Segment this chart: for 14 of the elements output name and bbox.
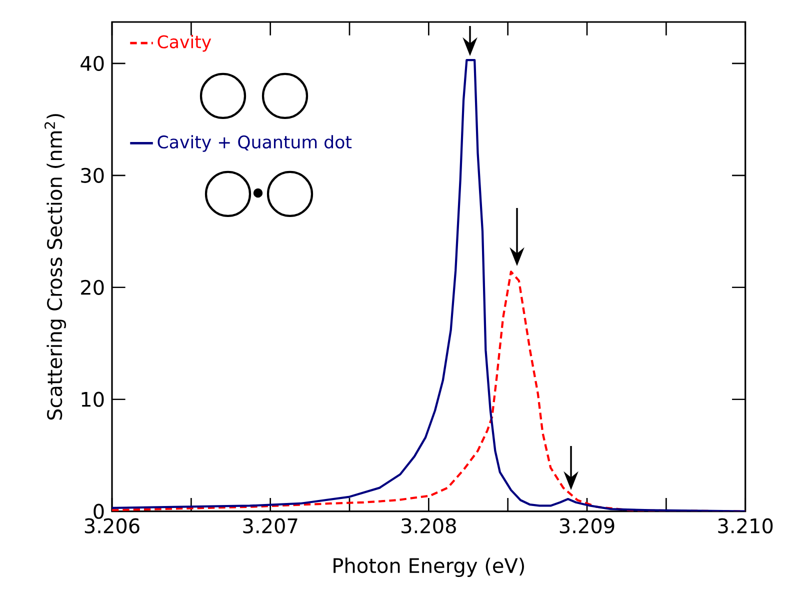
y-tick-label: 20 bbox=[81, 280, 104, 295]
y-tick-label: 40 bbox=[80, 56, 104, 71]
y-axis-title: Scattering Cross Section (nm$^{2}$) bbox=[44, 114, 66, 420]
y-tick-label: 0 bbox=[94, 504, 104, 519]
x-tick-label: 3.206 bbox=[84, 518, 140, 534]
y-tick-label: 30 bbox=[81, 168, 104, 183]
x-tick-label: 3.210 bbox=[718, 518, 773, 534]
y-tick-label: 10 bbox=[82, 392, 104, 407]
legend-label: Cavity + Quantum dot bbox=[158, 135, 352, 152]
x-tick-label: 3.209 bbox=[560, 518, 614, 534]
x-axis-title: Photon Energy (eV) bbox=[334, 558, 524, 578]
x-tick-label: 3.208 bbox=[402, 518, 456, 534]
legend-label: Cavity bbox=[158, 34, 212, 52]
x-tick-label: 3.207 bbox=[243, 518, 298, 534]
